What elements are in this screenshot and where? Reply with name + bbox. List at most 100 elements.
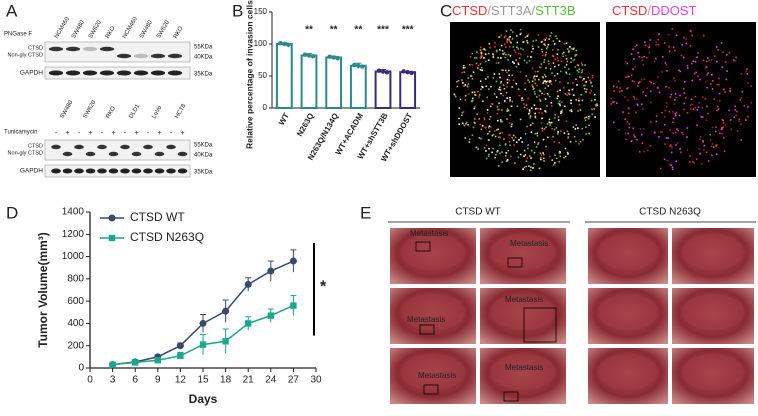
sign-label: - (124, 130, 127, 137)
signal-dot (529, 169, 532, 171)
signal-dot (522, 168, 524, 170)
signal-dot (655, 57, 657, 60)
signal-dot (715, 144, 718, 146)
x-tick-label: 15 (197, 375, 209, 386)
signal-dot (566, 60, 569, 63)
signal-dot (521, 141, 523, 143)
signal-dot (626, 62, 629, 65)
sign-label: + (180, 130, 184, 137)
signal-dot (644, 44, 647, 47)
signal-dot (508, 37, 510, 39)
signal-dot (578, 143, 580, 145)
y-tick-label: 50 (258, 71, 267, 80)
signal-dot (489, 125, 492, 128)
signal-dot (464, 99, 467, 101)
sign-label: - (170, 130, 173, 137)
signal-dot (705, 151, 708, 154)
signal-dot (672, 46, 675, 49)
band (150, 53, 166, 59)
signal-dot (624, 96, 626, 98)
signal-dot (475, 146, 478, 149)
signal-dot (487, 76, 489, 78)
point (289, 257, 297, 265)
signal-dot (619, 90, 621, 93)
signal-dot (648, 46, 651, 48)
signal-dot (640, 133, 643, 136)
band (82, 46, 98, 52)
signal-dot (528, 60, 531, 62)
signal-dot (483, 117, 486, 119)
signal-dot (519, 33, 522, 36)
signal-dot (508, 74, 510, 77)
signal-dot (722, 51, 724, 53)
signal-dot (663, 42, 666, 44)
signal-dot (454, 94, 456, 97)
signal-dot (572, 126, 575, 129)
signal-dot (551, 72, 553, 74)
signal-dot (715, 126, 717, 128)
signal-dot (571, 88, 574, 91)
signal-dot (712, 146, 715, 148)
signal-dot (545, 37, 548, 39)
signal-dot (514, 162, 516, 164)
signal-dot (686, 149, 689, 152)
title-part: STT3B (535, 3, 575, 18)
signal-dot (542, 157, 545, 160)
panel-label: D (6, 203, 18, 222)
signal-dot (584, 84, 586, 87)
signal-dot (469, 56, 472, 58)
band (65, 46, 81, 52)
signal-dot (723, 88, 725, 91)
signal-dot (537, 142, 540, 144)
metastasis-label: Metastasis (510, 239, 548, 248)
signal-dot (616, 86, 618, 88)
title-part: / (647, 3, 651, 18)
signal-dot (547, 136, 549, 139)
signal-dot (647, 149, 649, 152)
signal-dot (480, 51, 483, 54)
signal-dot (703, 144, 706, 147)
signal-dot (468, 141, 471, 143)
signal-dot (548, 121, 551, 124)
signal-dot (531, 67, 534, 70)
sign-label: - (101, 130, 104, 137)
signal-dot (670, 164, 673, 166)
signal-dot (674, 113, 677, 115)
signal-dot (663, 123, 666, 126)
signal-dot (692, 60, 695, 62)
signal-dot (548, 38, 550, 40)
signal-dot (543, 61, 545, 63)
signal-dot (499, 89, 502, 91)
signal-dot (682, 133, 684, 136)
signal-dot (523, 59, 526, 62)
signal-dot (510, 105, 513, 108)
signal-dot (674, 114, 677, 117)
signal-dot (594, 116, 596, 118)
signal-dot (530, 157, 532, 159)
signal-dot (476, 113, 478, 115)
signal-dot (669, 128, 671, 131)
signal-dot (517, 48, 520, 50)
signal-dot (633, 58, 635, 60)
signal-dot (642, 108, 644, 110)
signal-dot (534, 82, 537, 85)
signal-dot (503, 43, 506, 46)
signal-dot (567, 51, 570, 53)
band (82, 70, 98, 76)
signal-dot (621, 90, 623, 92)
signal-dot (516, 150, 518, 152)
signal-dot (676, 142, 679, 144)
signal-dot (546, 92, 549, 95)
x-tick-label: 9 (155, 375, 161, 386)
signal-dot (643, 55, 646, 58)
signal-dot (636, 139, 638, 141)
signal-dot (585, 126, 587, 128)
signal-dot (508, 100, 511, 103)
legend-marker (108, 214, 116, 222)
signal-dot (505, 151, 508, 154)
signal-dot (666, 159, 669, 162)
panel-label: E (360, 203, 371, 222)
signal-dot (647, 46, 650, 49)
signal-dot (639, 81, 641, 83)
significance: *** (377, 25, 389, 36)
